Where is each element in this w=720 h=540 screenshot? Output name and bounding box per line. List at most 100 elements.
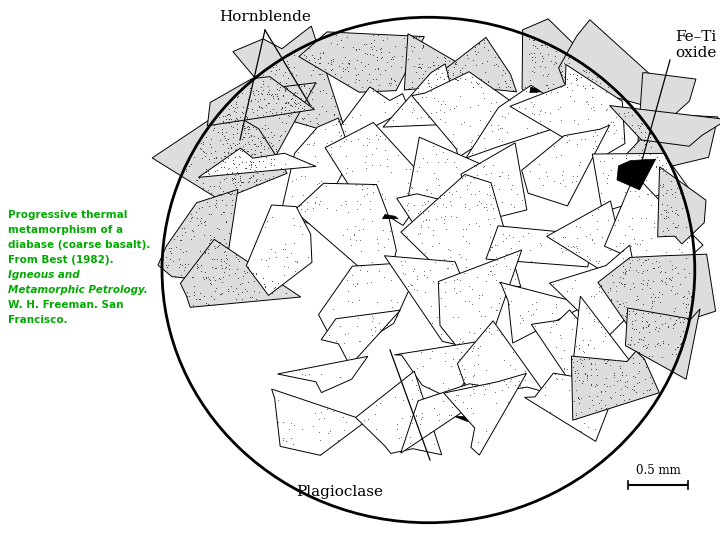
Point xyxy=(241,286,253,295)
Point xyxy=(546,57,557,66)
Point xyxy=(611,400,622,409)
Point xyxy=(262,87,274,96)
Point xyxy=(599,387,611,395)
Point xyxy=(644,385,656,394)
Point xyxy=(445,410,456,419)
Point xyxy=(282,263,294,272)
Point xyxy=(397,414,408,422)
Point xyxy=(631,388,642,396)
Point xyxy=(275,131,287,140)
Point xyxy=(637,258,649,266)
Point xyxy=(343,79,354,88)
Point xyxy=(626,225,637,233)
Point xyxy=(249,150,261,158)
Point xyxy=(248,123,259,132)
Point xyxy=(634,367,645,375)
Point xyxy=(236,88,248,97)
Point xyxy=(644,138,655,147)
Point xyxy=(637,350,649,359)
Point xyxy=(293,99,305,107)
Point xyxy=(531,44,543,52)
Point xyxy=(634,122,646,131)
Point xyxy=(629,127,641,136)
Point xyxy=(313,428,325,437)
Point xyxy=(367,313,379,322)
Point xyxy=(354,226,365,234)
Point xyxy=(372,30,384,39)
Point xyxy=(272,395,284,404)
Point xyxy=(340,135,351,144)
Point xyxy=(549,51,561,60)
Point xyxy=(609,220,621,229)
Point xyxy=(411,275,423,284)
Point xyxy=(660,319,671,328)
Point xyxy=(571,415,582,423)
Point xyxy=(463,154,474,163)
Point xyxy=(217,117,229,125)
Point xyxy=(264,75,276,84)
Point xyxy=(330,70,341,78)
Point xyxy=(384,81,396,90)
Point xyxy=(557,366,568,375)
Point xyxy=(464,390,476,399)
Point xyxy=(470,78,482,86)
Point xyxy=(234,145,246,154)
Point xyxy=(585,359,596,367)
Point xyxy=(197,138,208,146)
Point xyxy=(600,374,612,382)
Point xyxy=(657,167,668,176)
Point xyxy=(266,276,278,285)
Point xyxy=(230,104,241,113)
Point xyxy=(466,73,477,82)
Point xyxy=(625,335,636,344)
Point xyxy=(415,409,427,418)
Point xyxy=(354,296,365,305)
Point xyxy=(307,129,319,138)
Point xyxy=(274,132,286,140)
Point xyxy=(204,140,215,149)
Point xyxy=(285,100,297,109)
Point xyxy=(573,375,585,384)
Point xyxy=(366,312,378,320)
Point xyxy=(629,385,640,394)
Point xyxy=(169,272,181,281)
Point xyxy=(491,149,503,158)
Point xyxy=(279,240,290,249)
Point xyxy=(585,379,597,388)
Point xyxy=(636,335,647,343)
Point xyxy=(194,144,205,152)
Point xyxy=(221,168,233,177)
Point xyxy=(593,287,605,295)
Point xyxy=(572,393,584,402)
Point xyxy=(450,288,462,297)
Polygon shape xyxy=(384,256,483,347)
Point xyxy=(280,99,292,107)
Point xyxy=(243,177,255,185)
Point xyxy=(570,276,581,285)
Point xyxy=(337,413,348,421)
Point xyxy=(678,315,690,323)
Point xyxy=(211,165,222,174)
Point xyxy=(213,225,225,234)
Point xyxy=(611,287,622,295)
Point xyxy=(339,52,351,61)
Point xyxy=(248,87,259,96)
Polygon shape xyxy=(318,262,422,347)
Point xyxy=(546,308,558,317)
Point xyxy=(645,143,657,152)
Point xyxy=(573,344,585,353)
Point xyxy=(621,298,632,306)
Point xyxy=(475,75,487,84)
Point xyxy=(353,45,364,53)
Point xyxy=(614,376,626,384)
Point xyxy=(371,130,382,139)
Point xyxy=(660,159,671,167)
Point xyxy=(413,163,425,171)
Point xyxy=(354,266,365,274)
Point xyxy=(178,247,189,256)
Point xyxy=(641,190,652,198)
Point xyxy=(528,110,539,118)
Point xyxy=(351,55,363,64)
Point xyxy=(582,423,594,431)
Point xyxy=(410,68,422,76)
